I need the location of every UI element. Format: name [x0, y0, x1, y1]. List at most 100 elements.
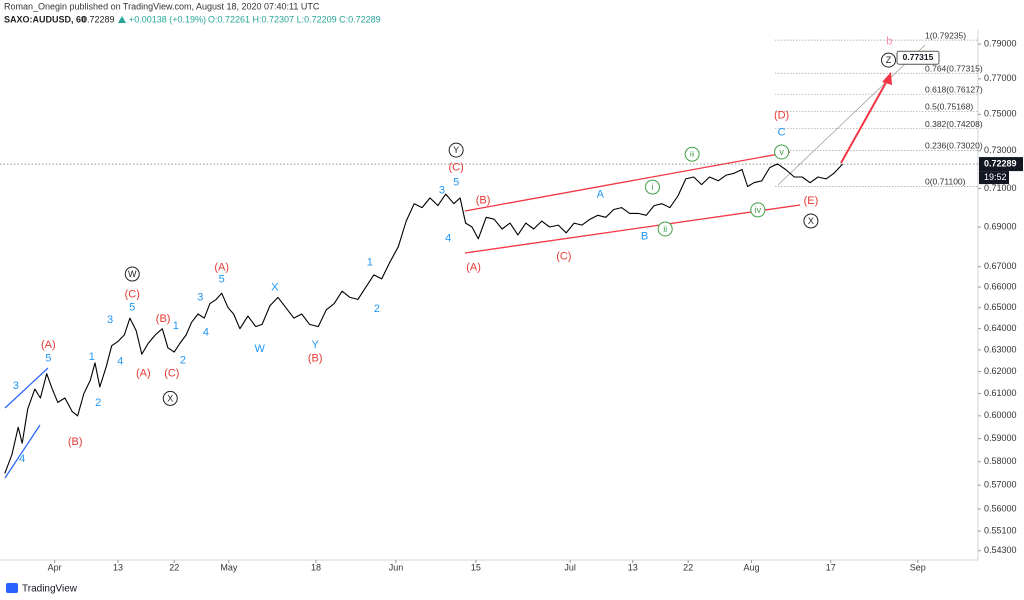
wave-label: 3	[197, 291, 203, 303]
wave-label: (A)	[466, 261, 481, 273]
ohlc: O:0.72261 H:0.72307 L:0.72209 C:0.72289	[208, 14, 381, 24]
arrow-head	[882, 72, 892, 85]
x-tick-label: Sep	[910, 562, 926, 572]
wave-label: 3	[107, 314, 113, 326]
wave-label: (B)	[308, 353, 323, 365]
wave-label: A	[597, 189, 605, 201]
y-tick-label: 0.79000	[984, 38, 1017, 48]
wave-label: (B)	[156, 313, 171, 325]
x-tick-label: 17	[826, 562, 836, 572]
wave-label: 4	[445, 232, 451, 244]
publisher-line: Roman_Onegin published on TradingView.co…	[4, 1, 320, 11]
logo-icon	[6, 583, 18, 593]
wave-label: i	[652, 182, 654, 192]
wave-circle	[162, 390, 178, 406]
wave-label: C	[778, 127, 786, 139]
fib-label: 0.764(0.77315)	[925, 64, 983, 74]
x-tick-label: May	[220, 562, 238, 572]
wave-circle	[645, 179, 661, 195]
up-arrow-icon	[118, 16, 126, 23]
last-price-tag-label: 0.72289	[984, 158, 1017, 168]
wave-label: 1	[89, 351, 95, 363]
y-tick-label: 0.69000	[984, 221, 1017, 231]
wave-label: X	[167, 393, 173, 403]
y-tick-label: 0.56000	[984, 503, 1017, 513]
wave-label: b	[886, 35, 892, 47]
wave-label: iv	[755, 205, 762, 215]
wave-label: W	[255, 343, 266, 355]
wave-label: W	[128, 269, 137, 279]
wave-label: (A)	[214, 261, 229, 273]
wave-label: X	[808, 216, 814, 226]
target-tag	[896, 50, 940, 65]
y-tick-label: 0.65000	[984, 302, 1017, 312]
wave-label: (C)	[448, 161, 463, 173]
wave-label: (A)	[136, 367, 151, 379]
wave-label: (B)	[476, 194, 491, 206]
symbol: SAXO:AUDUSD, 60	[4, 14, 86, 24]
wave-label: 5	[129, 301, 135, 313]
wave-label: ii	[663, 224, 667, 234]
channel-line	[464, 151, 791, 212]
wave-circle	[448, 142, 464, 158]
wave-label: X	[271, 281, 279, 293]
y-tick-label: 0.61000	[984, 388, 1017, 398]
wave-label: 2	[374, 303, 380, 315]
channel-line	[4, 424, 41, 479]
wave-circle	[124, 266, 140, 282]
wave-circle	[750, 202, 766, 218]
last-price-tag	[979, 157, 1023, 172]
wave-label: 3	[13, 380, 19, 392]
y-tick-label: 0.63000	[984, 344, 1017, 354]
footer-logo: TradingView	[6, 583, 78, 595]
wave-label: (C)	[125, 288, 140, 300]
wave-label: 2	[95, 397, 101, 409]
wave-label: Y	[312, 339, 320, 351]
wave-label: 4	[203, 326, 209, 338]
wave-label: (C)	[164, 367, 179, 379]
fib-label: 1(0.79235)	[925, 30, 966, 40]
x-tick-label: 22	[169, 562, 179, 572]
wave-label: 5	[453, 176, 459, 188]
y-tick-label: 0.77000	[984, 73, 1017, 83]
wave-label: 4	[19, 453, 25, 465]
trendlines	[4, 44, 926, 479]
x-tick-label: 22	[683, 562, 693, 572]
x-tick-label: 15	[471, 562, 481, 572]
target-label: 0.77315	[903, 52, 934, 62]
y-tick-label: 0.66000	[984, 281, 1017, 291]
y-tick-label: 0.59000	[984, 433, 1017, 443]
wave-label: Z	[886, 55, 892, 65]
wave-label: (C)	[556, 250, 571, 262]
plot-area	[0, 163, 978, 474]
x-tick-label: 13	[113, 562, 123, 572]
projection-arrow	[840, 78, 889, 164]
wave-label: B	[641, 230, 648, 242]
x-tick-label: 18	[311, 562, 321, 572]
wave-label: 3	[439, 185, 445, 197]
x-tick-label: 13	[628, 562, 638, 572]
price-change: +0.00138 (+0.19%)	[129, 14, 206, 24]
x-tick-label: Jul	[564, 562, 576, 572]
y-tick-label: 0.75000	[984, 109, 1017, 119]
wave-label: Y	[453, 145, 459, 155]
countdown-tag	[979, 171, 1009, 185]
fib-label: 0.382(0.74208)	[925, 119, 983, 129]
wave-circle	[881, 52, 897, 68]
channel-line	[464, 204, 801, 254]
footer-text: TradingView	[22, 584, 78, 595]
wave-circle	[774, 144, 790, 160]
wave-circle	[657, 221, 673, 237]
wave-label: 5	[219, 273, 225, 285]
y-tick-label: 0.73000	[984, 145, 1017, 155]
y-tick-label: 0.64000	[984, 323, 1017, 333]
y-tick-label: 0.55100	[984, 525, 1017, 535]
countdown-label: 19:52	[984, 172, 1007, 182]
fib-levels: 1(0.79235) 0.764(0.77315) 0.618(0.76127) 0.…	[775, 30, 983, 187]
fib-label: 0(0.71100)	[925, 177, 966, 187]
y-tick-label: 0.58000	[984, 456, 1017, 466]
wave-label: (B)	[68, 436, 83, 448]
fib-label: 0.236(0.73020)	[925, 141, 983, 151]
